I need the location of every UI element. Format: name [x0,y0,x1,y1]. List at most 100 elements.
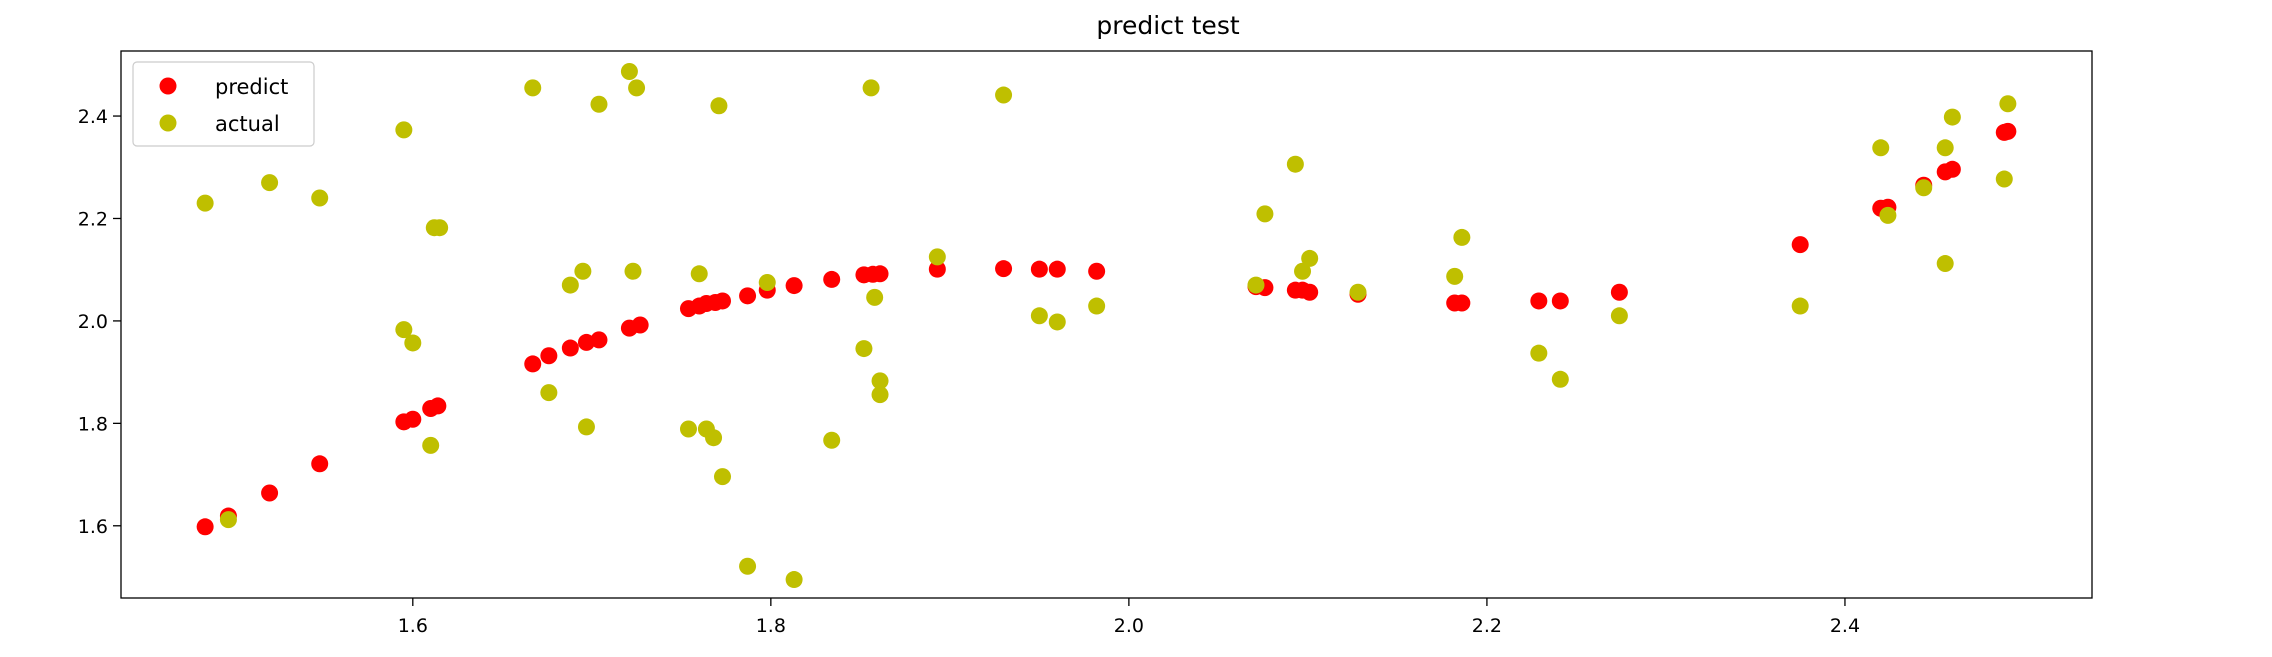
predict-point [1530,292,1548,310]
y-tick-label: 2.0 [78,311,108,333]
predict-point [590,331,608,349]
plot-frame [120,50,2093,599]
predict-point [1999,122,2017,140]
x-tick-label: 1.6 [398,615,428,637]
predict-point [1551,292,1569,310]
actual-point [871,386,889,404]
actual-point [311,189,329,207]
actual-point [431,219,449,237]
predict-point [928,260,946,278]
predict-point [739,287,757,305]
actual-point [710,97,728,115]
actual-point [196,194,214,212]
actual-point [995,86,1013,104]
legend-marker-predict [159,77,177,95]
y-axis: 1.6 1.8 2.0 2.2 2.4 [78,106,121,538]
actual-point [395,121,413,139]
actual-point [577,418,595,436]
x-tick-label: 1.8 [756,615,786,637]
actual-point [620,62,638,80]
legend: predict actual [132,61,315,147]
actual-point [1943,108,1961,126]
plot-points [196,62,2017,589]
actual-point [422,436,440,454]
actual-point [628,79,646,97]
actual-point [1453,228,1471,246]
actual-point [540,384,558,402]
predict-point [1048,260,1066,278]
actual-series [196,62,2017,589]
actual-point [395,321,413,339]
actual-point [1936,139,1954,157]
predict-point [1453,294,1471,312]
predict-point [540,347,558,365]
actual-point [1995,170,2013,188]
predict-point [714,292,732,310]
predict-point [561,339,579,357]
predict-point [429,397,447,415]
predict-point [1030,260,1048,278]
actual-point [739,557,757,575]
actual-point [1610,307,1628,325]
actual-point [679,420,697,438]
actual-point [1879,206,1897,224]
actual-point [1551,370,1569,388]
actual-point [823,431,841,449]
actual-point [1256,205,1274,223]
actual-point [624,262,642,280]
actual-point [714,468,732,486]
predict-point [1943,160,1961,178]
actual-point [785,571,803,589]
predict-point [1791,236,1809,254]
actual-point [1791,297,1809,315]
predict-point [1301,283,1319,301]
actual-point [1048,313,1066,331]
predict-point [995,260,1013,278]
y-tick-label: 1.6 [78,516,108,538]
legend-box [132,61,315,147]
actual-point [928,248,946,266]
actual-point [261,174,279,192]
actual-point [1030,307,1048,325]
actual-point [404,334,422,352]
actual-point [574,262,592,280]
predict-point [196,518,214,536]
actual-point [1915,179,1933,197]
actual-point [862,79,880,97]
chart-title: predict test [1096,11,1239,40]
actual-point [871,372,889,390]
actual-point [705,429,723,447]
actual-point [1872,139,1890,157]
predict-point [631,316,649,334]
predict-point [823,270,841,288]
actual-point [1446,267,1464,285]
actual-point [1247,276,1265,294]
predict-point [1088,262,1106,280]
legend-label-actual: actual [215,112,280,136]
x-tick-label: 2.4 [1830,615,1860,637]
predict-series [196,122,2017,536]
y-tick-label: 2.4 [78,106,108,128]
y-tick-label: 2.2 [78,208,108,230]
predict-point [524,355,542,373]
predict-point [871,265,889,283]
actual-point [1294,262,1312,280]
x-tick-label: 2.2 [1472,615,1502,637]
actual-point [1301,249,1319,267]
actual-point [1088,297,1106,315]
actual-point [1999,95,2017,113]
y-tick-label: 1.8 [78,413,108,435]
actual-point [1936,255,1954,273]
actual-point [219,511,237,529]
actual-point [855,340,873,358]
actual-point [590,95,608,113]
legend-marker-actual [159,114,177,132]
predict-point [311,455,329,473]
predict-point [404,410,422,428]
actual-point [561,276,579,294]
actual-point [690,265,708,283]
x-tick-label: 2.0 [1114,615,1144,637]
predict-point [1610,283,1628,301]
